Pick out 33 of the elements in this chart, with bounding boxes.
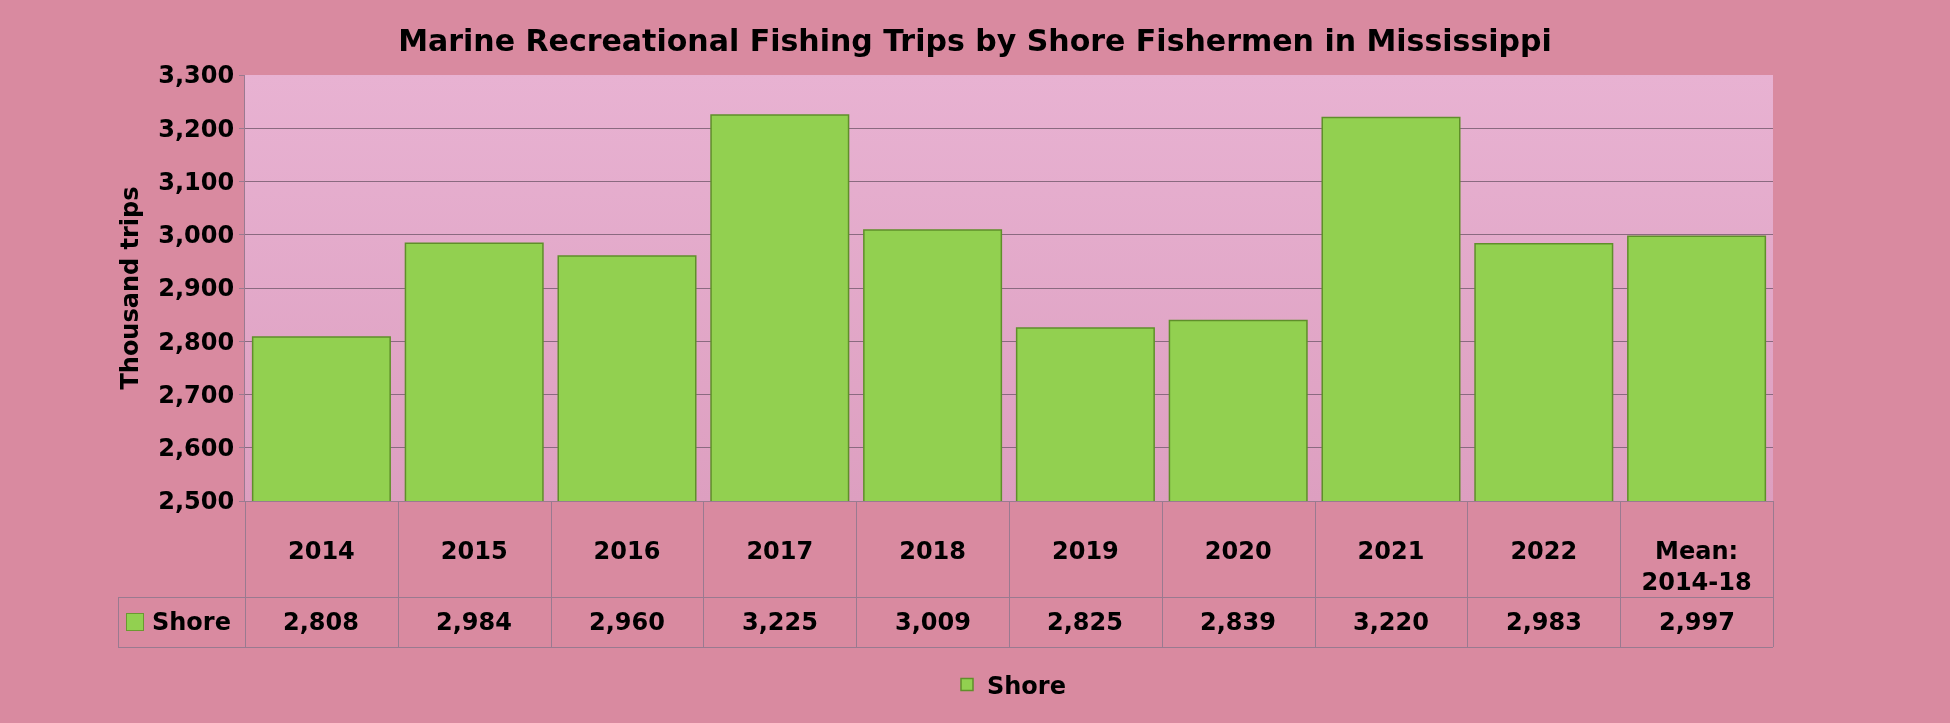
x-tick-label: 2020 — [1204, 536, 1272, 565]
y-tick-label: 2,800 — [158, 327, 235, 356]
data-label: 2,839 — [1200, 608, 1276, 636]
x-tick-label: Mean: 2014-18 — [1641, 536, 1752, 596]
x-tick-label: 2018 — [899, 536, 966, 565]
data-label: 3,009 — [895, 608, 971, 636]
text: Shore — [152, 608, 231, 636]
y-tick-label: 2,700 — [158, 380, 235, 409]
data-label: 2,960 — [589, 608, 665, 636]
y-tick-label: 3,200 — [158, 114, 235, 143]
legend-label: Shore — [987, 671, 1066, 700]
data-label: 3,225 — [742, 608, 818, 636]
chart-title: Marine Recreational Fishing Trips by Shore Fishermen in Mississippi — [398, 22, 1552, 58]
x-tick-label: 2019 — [1052, 536, 1119, 565]
x-tick-label: 2014 — [288, 536, 355, 565]
data-label: 2,997 — [1659, 608, 1735, 636]
data-label: 2,984 — [436, 608, 512, 636]
y-axis-title: Thousand trips — [116, 186, 145, 390]
x-tick-label: 2017 — [746, 536, 814, 565]
data-label: 2,983 — [1506, 608, 1582, 636]
x-tick-label: 2016 — [593, 536, 661, 565]
data-label: 3,220 — [1353, 608, 1429, 636]
data-label: 2,825 — [1047, 608, 1123, 636]
y-tick-label: 2,500 — [158, 487, 235, 516]
y-tick-label: 3,300 — [158, 61, 235, 90]
y-tick-label: 3,100 — [158, 167, 235, 196]
x-tick-label: 2022 — [1510, 536, 1578, 565]
y-tick-label: 2,900 — [158, 274, 235, 303]
y-tick-label: 2,600 — [158, 434, 235, 463]
y-tick-label: 3,000 — [158, 221, 235, 250]
data-label: 2,808 — [283, 608, 359, 636]
x-tick-label: 2021 — [1357, 536, 1425, 565]
x-tick-label: 2015 — [440, 536, 508, 565]
